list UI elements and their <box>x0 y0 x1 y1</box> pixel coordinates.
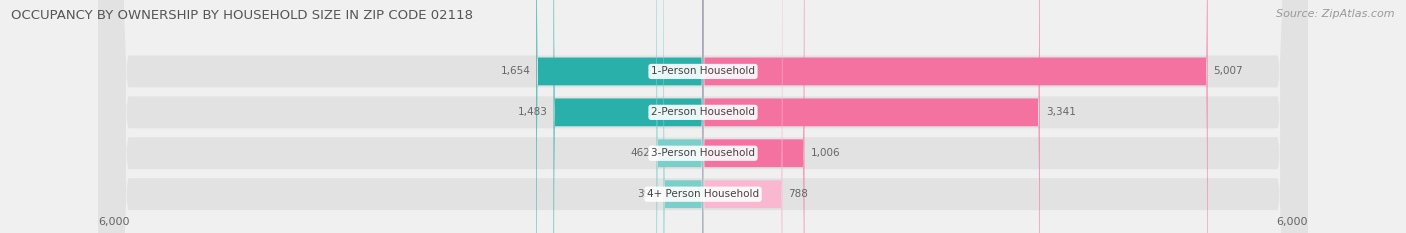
Text: 3-Person Household: 3-Person Household <box>651 148 755 158</box>
FancyBboxPatch shape <box>98 0 1308 233</box>
Text: 6,000: 6,000 <box>98 217 129 227</box>
Text: 2-Person Household: 2-Person Household <box>651 107 755 117</box>
Text: 1,006: 1,006 <box>810 148 839 158</box>
FancyBboxPatch shape <box>554 0 703 233</box>
Text: 788: 788 <box>789 189 808 199</box>
FancyBboxPatch shape <box>536 0 703 233</box>
FancyBboxPatch shape <box>703 0 1208 233</box>
FancyBboxPatch shape <box>98 0 1308 233</box>
Text: 1-Person Household: 1-Person Household <box>651 66 755 76</box>
Text: 4+ Person Household: 4+ Person Household <box>647 189 759 199</box>
FancyBboxPatch shape <box>703 0 804 233</box>
Text: 1,483: 1,483 <box>517 107 547 117</box>
Text: 462: 462 <box>630 148 651 158</box>
FancyBboxPatch shape <box>98 0 1308 233</box>
Text: 392: 392 <box>637 189 658 199</box>
Text: 5,007: 5,007 <box>1213 66 1243 76</box>
Text: Source: ZipAtlas.com: Source: ZipAtlas.com <box>1277 9 1395 19</box>
FancyBboxPatch shape <box>703 0 1039 233</box>
FancyBboxPatch shape <box>703 0 782 233</box>
Text: 1,654: 1,654 <box>501 66 530 76</box>
FancyBboxPatch shape <box>98 0 1308 233</box>
Text: 3,341: 3,341 <box>1046 107 1076 117</box>
Text: OCCUPANCY BY OWNERSHIP BY HOUSEHOLD SIZE IN ZIP CODE 02118: OCCUPANCY BY OWNERSHIP BY HOUSEHOLD SIZE… <box>11 9 474 22</box>
Text: 6,000: 6,000 <box>1277 217 1308 227</box>
FancyBboxPatch shape <box>664 0 703 233</box>
FancyBboxPatch shape <box>657 0 703 233</box>
